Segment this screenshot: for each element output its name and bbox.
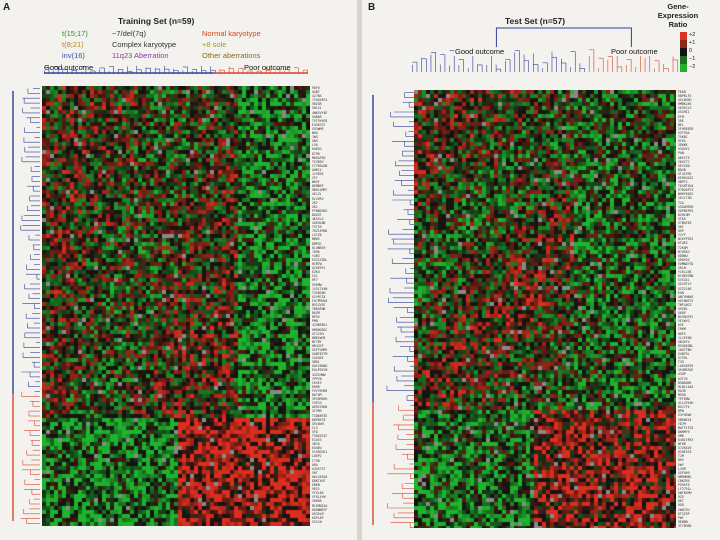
scale-title-line-2: Expression [657,11,699,20]
expression-ratio-title: Gene- Expression Ratio [649,2,707,29]
panel-b: B Test Set (n=57) Good outcome Poor outc… [362,0,720,540]
panel-b-letter: B [368,2,376,13]
legend-entry: t(15;17) [62,29,88,38]
sample-labels-b [412,74,678,88]
gene-labels-a: 96F0 AGN7 4Z7NX 7YA5X6F4 VBZSR 5HLS1 4WK… [312,86,328,524]
legend-entry: t(8;21) [62,40,84,49]
legend-entry: −7/del(7q) [112,29,146,38]
good-outcome-label-b: Good outcome [454,47,506,56]
sample-dendrogram-a [44,65,308,74]
panel-a: A Training Set (n=59) t(15;17) −7/del(7q)… [3,2,328,526]
legend-entry: Complex karyotype [112,40,177,49]
scale-tick-label: +1 [689,40,696,46]
scale-title-line-1: Gene- [667,2,689,11]
training-set-title: Training Set (n=59) [118,16,195,26]
legend-entry: Normal karyotype [202,29,261,38]
heatmap-b [414,90,676,528]
scale-title-line-3: Ratio [668,20,688,29]
legend-entry: inv(16) [62,51,85,60]
panel-a-letter: A [3,2,11,13]
legend-entry: Other aberrations [202,51,261,60]
legend-entry: +8 sole [202,40,227,49]
gene-dendrogram-b [372,92,414,528]
panel-divider [357,0,363,540]
scale-swatch [680,48,687,56]
gene-labels-b: FKKB 6BPBLFX 4VL8H2H HMBK2XK X03SCLS X51… [678,90,694,528]
scale-tick-label: +2 [689,32,696,38]
scale-tick-label: 0 [689,48,693,54]
gene-dendrogram-a [12,88,40,524]
good-outcome-label-a: Good outcome [44,63,94,72]
scale-tick-label: −2 [689,64,696,70]
scale-swatch [680,40,687,48]
scale-swatch [680,64,687,72]
scale-swatch [680,56,687,64]
scale-tick-label: −1 [689,56,696,62]
poor-outcome-label-a: Poor outcome [244,63,291,72]
heatmap-a [42,86,310,526]
poor-outcome-label-b: Poor outcome [610,47,659,56]
scale-swatch [680,32,687,40]
test-set-title: Test Set (n=57) [505,16,566,26]
legend-entry: 11q23 Aberration [112,51,169,60]
